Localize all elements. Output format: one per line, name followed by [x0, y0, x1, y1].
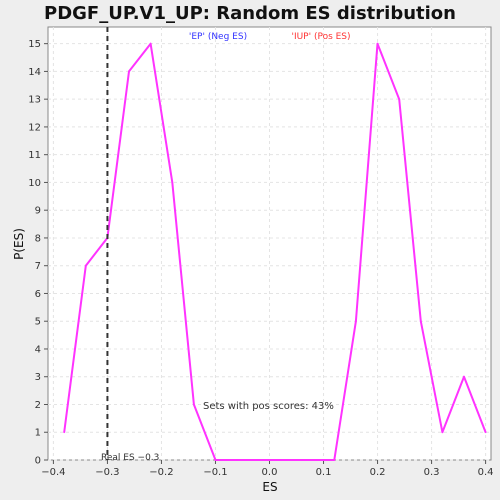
series-0-point-8 — [236, 459, 238, 461]
chart-title: PDGF_UP.V1_UP: Random ES distribution — [44, 3, 456, 24]
series-0-point-3 — [128, 70, 130, 73]
y-tick-label-9: 9 — [35, 206, 41, 217]
series-0-point-14 — [355, 320, 357, 323]
y-tick-label-0: 0 — [35, 456, 41, 467]
series-0-point-19 — [463, 375, 465, 378]
x-tick-label-6: 0.2 — [370, 467, 386, 478]
y-tick-label-13: 13 — [28, 95, 41, 106]
legend-neg-es: 'EP' (Neg ES) — [189, 32, 247, 42]
y-tick-label-8: 8 — [35, 233, 41, 244]
series-0-point-11 — [301, 459, 303, 461]
y-tick-label-6: 6 — [35, 289, 41, 300]
y-tick-label-2: 2 — [35, 400, 41, 411]
grid-lines — [48, 27, 491, 461]
y-tick-label-14: 14 — [28, 67, 41, 78]
series-0-point-5 — [171, 181, 174, 184]
y-axis-label: P(ES) — [12, 228, 26, 260]
x-axis-label: ES — [262, 480, 277, 494]
y-tick-label-3: 3 — [35, 372, 41, 383]
series-0-point-12 — [322, 459, 325, 461]
series-0-point-4 — [149, 42, 152, 45]
y-tick-label-11: 11 — [28, 150, 41, 161]
series-0-point-7 — [214, 459, 217, 461]
y-tick-label-5: 5 — [35, 317, 41, 328]
series-0-point-16 — [398, 98, 401, 101]
y-tick-label-4: 4 — [35, 344, 41, 355]
x-tick-label-8: 0.4 — [478, 467, 494, 478]
series-0-point-6 — [192, 403, 195, 406]
x-tick-label-4: 0.0 — [262, 467, 278, 478]
series-0-point-9 — [257, 459, 260, 461]
series-0-point-13 — [333, 459, 336, 461]
y-tick-label-1: 1 — [35, 428, 41, 439]
y-tick-label-7: 7 — [35, 261, 41, 272]
x-tick-label-5: 0.1 — [316, 467, 332, 478]
y-tick-label-10: 10 — [28, 178, 41, 189]
series-0-point-10 — [279, 459, 282, 461]
x-tick-label-7: 0.3 — [424, 467, 440, 478]
legend-pos-es: 'IUP' (Pos ES) — [291, 32, 350, 42]
x-tick-label-1: −0.3 — [95, 467, 119, 478]
x-tick-label-2: −0.2 — [149, 467, 173, 478]
real-es-label: Real ES −0.3 — [101, 453, 159, 463]
series-0-point-18 — [441, 431, 444, 434]
x-tick-label-3: −0.1 — [203, 467, 227, 478]
pos-scores-annotation: Sets with pos scores: 43% — [203, 401, 334, 412]
series-0-point-1 — [84, 264, 87, 267]
series-0-point-17 — [419, 320, 422, 323]
series-0-point-15 — [376, 42, 379, 45]
y-tick-label-15: 15 — [28, 39, 41, 50]
x-tick-label-0: −0.4 — [41, 467, 65, 478]
series-0-point-20 — [484, 431, 487, 434]
series-0-point-0 — [63, 431, 66, 434]
y-tick-label-12: 12 — [28, 122, 41, 133]
x-axis-ticks: −0.4 −0.3 −0.2 −0.1 0.0 0.1 0.2 0.3 0.4 — [41, 460, 494, 478]
